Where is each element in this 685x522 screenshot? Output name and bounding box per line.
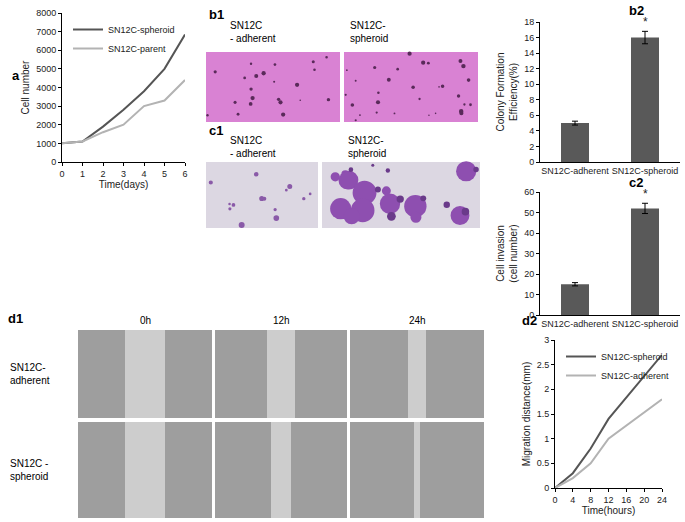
svg-text:20: 20	[639, 495, 649, 505]
svg-text:8: 8	[588, 495, 593, 505]
svg-text:a: a	[12, 68, 20, 83]
svg-text:60: 60	[524, 187, 534, 197]
svg-text:b2: b2	[629, 3, 644, 18]
svg-text:c2: c2	[629, 175, 643, 190]
svg-text:5: 5	[162, 169, 167, 179]
svg-text:8: 8	[529, 95, 534, 105]
svg-text:SN12C-spheroid: SN12C-spheroid	[601, 352, 668, 362]
svg-text:1.5: 1.5	[537, 409, 550, 419]
svg-text:16: 16	[621, 495, 631, 505]
svg-text:*: *	[643, 187, 648, 201]
svg-text:6: 6	[182, 169, 187, 179]
svg-text:Colony FormationEfficiency(%): Colony FormationEfficiency(%)	[495, 53, 519, 132]
svg-text:6000: 6000	[36, 45, 56, 55]
svg-text:0: 0	[51, 157, 56, 167]
svg-text:6: 6	[529, 110, 534, 120]
svg-text:4: 4	[529, 126, 534, 136]
svg-text:7000: 7000	[36, 27, 56, 37]
svg-text:40: 40	[524, 228, 534, 238]
svg-text:24: 24	[657, 495, 667, 505]
svg-text:50: 50	[524, 208, 534, 218]
svg-text:0: 0	[552, 495, 557, 505]
svg-text:12: 12	[603, 495, 613, 505]
svg-text:SN12C-adherent: SN12C-adherent	[601, 371, 669, 381]
svg-text:24h: 24h	[409, 315, 426, 326]
svg-text:SN12C- adherent: SN12C- adherent	[230, 135, 276, 159]
svg-text:16: 16	[524, 33, 534, 43]
svg-text:12h: 12h	[273, 315, 290, 326]
svg-text:SN12C-spheroid: SN12C-spheroid	[612, 319, 679, 329]
svg-text:Cell number: Cell number	[20, 60, 31, 115]
svg-text:1: 1	[544, 434, 549, 444]
svg-text:4000: 4000	[36, 83, 56, 93]
svg-text:0h: 0h	[140, 315, 151, 326]
svg-text:1: 1	[80, 169, 85, 179]
svg-text:2.5: 2.5	[537, 360, 550, 370]
svg-text:12: 12	[524, 64, 534, 74]
svg-text:SN12C-spheroid: SN12C-spheroid	[350, 20, 388, 44]
svg-text:0: 0	[529, 157, 534, 167]
svg-text:4: 4	[570, 495, 575, 505]
svg-text:Time(days): Time(days)	[99, 179, 149, 190]
svg-text:d1: d1	[8, 311, 23, 326]
svg-text:10: 10	[524, 79, 534, 89]
svg-text:SN12C-spheroid: SN12C-spheroid	[348, 135, 386, 159]
svg-text:0: 0	[59, 169, 64, 179]
svg-text:2: 2	[544, 384, 549, 394]
svg-text:3: 3	[121, 169, 126, 179]
svg-text:0.5: 0.5	[537, 458, 550, 468]
svg-text:30: 30	[524, 249, 534, 259]
svg-text:14: 14	[524, 48, 534, 58]
svg-text:b1: b1	[209, 7, 224, 22]
svg-text:2: 2	[100, 169, 105, 179]
svg-text:2: 2	[529, 142, 534, 152]
svg-text:3: 3	[544, 335, 549, 345]
svg-text:c1: c1	[209, 123, 223, 138]
svg-text:SN12C-spheroid: SN12C-spheroid	[612, 166, 679, 176]
svg-text:1000: 1000	[36, 139, 56, 149]
svg-text:*: *	[643, 15, 648, 29]
svg-text:SN12C-adherent: SN12C-adherent	[541, 319, 609, 329]
svg-text:d2: d2	[522, 313, 537, 328]
svg-text:SN12C -spheroid: SN12C -spheroid	[10, 458, 48, 482]
svg-text:0: 0	[529, 310, 534, 320]
svg-text:10: 10	[524, 290, 534, 300]
svg-text:20: 20	[524, 269, 534, 279]
svg-text:5000: 5000	[36, 64, 56, 74]
svg-text:0: 0	[544, 483, 549, 493]
svg-text:SN12C-adherent: SN12C-adherent	[10, 362, 50, 386]
svg-text:18: 18	[524, 17, 534, 27]
svg-text:3000: 3000	[36, 101, 56, 111]
svg-text:Time(hours): Time(hours)	[582, 505, 636, 516]
svg-text:2000: 2000	[36, 120, 56, 130]
svg-text:SN12C-spheroid: SN12C-spheroid	[108, 25, 175, 35]
svg-text:Migration distance(mm): Migration distance(mm)	[521, 362, 532, 466]
svg-text:SN12C-parent: SN12C-parent	[108, 44, 166, 54]
svg-text:SN12C-adherent: SN12C-adherent	[541, 166, 609, 176]
svg-text:SN12C- adherent: SN12C- adherent	[230, 20, 276, 44]
svg-text:8000: 8000	[36, 8, 56, 18]
svg-text:4: 4	[141, 169, 146, 179]
svg-text:Cell invasion(cell number): Cell invasion(cell number)	[495, 224, 519, 282]
